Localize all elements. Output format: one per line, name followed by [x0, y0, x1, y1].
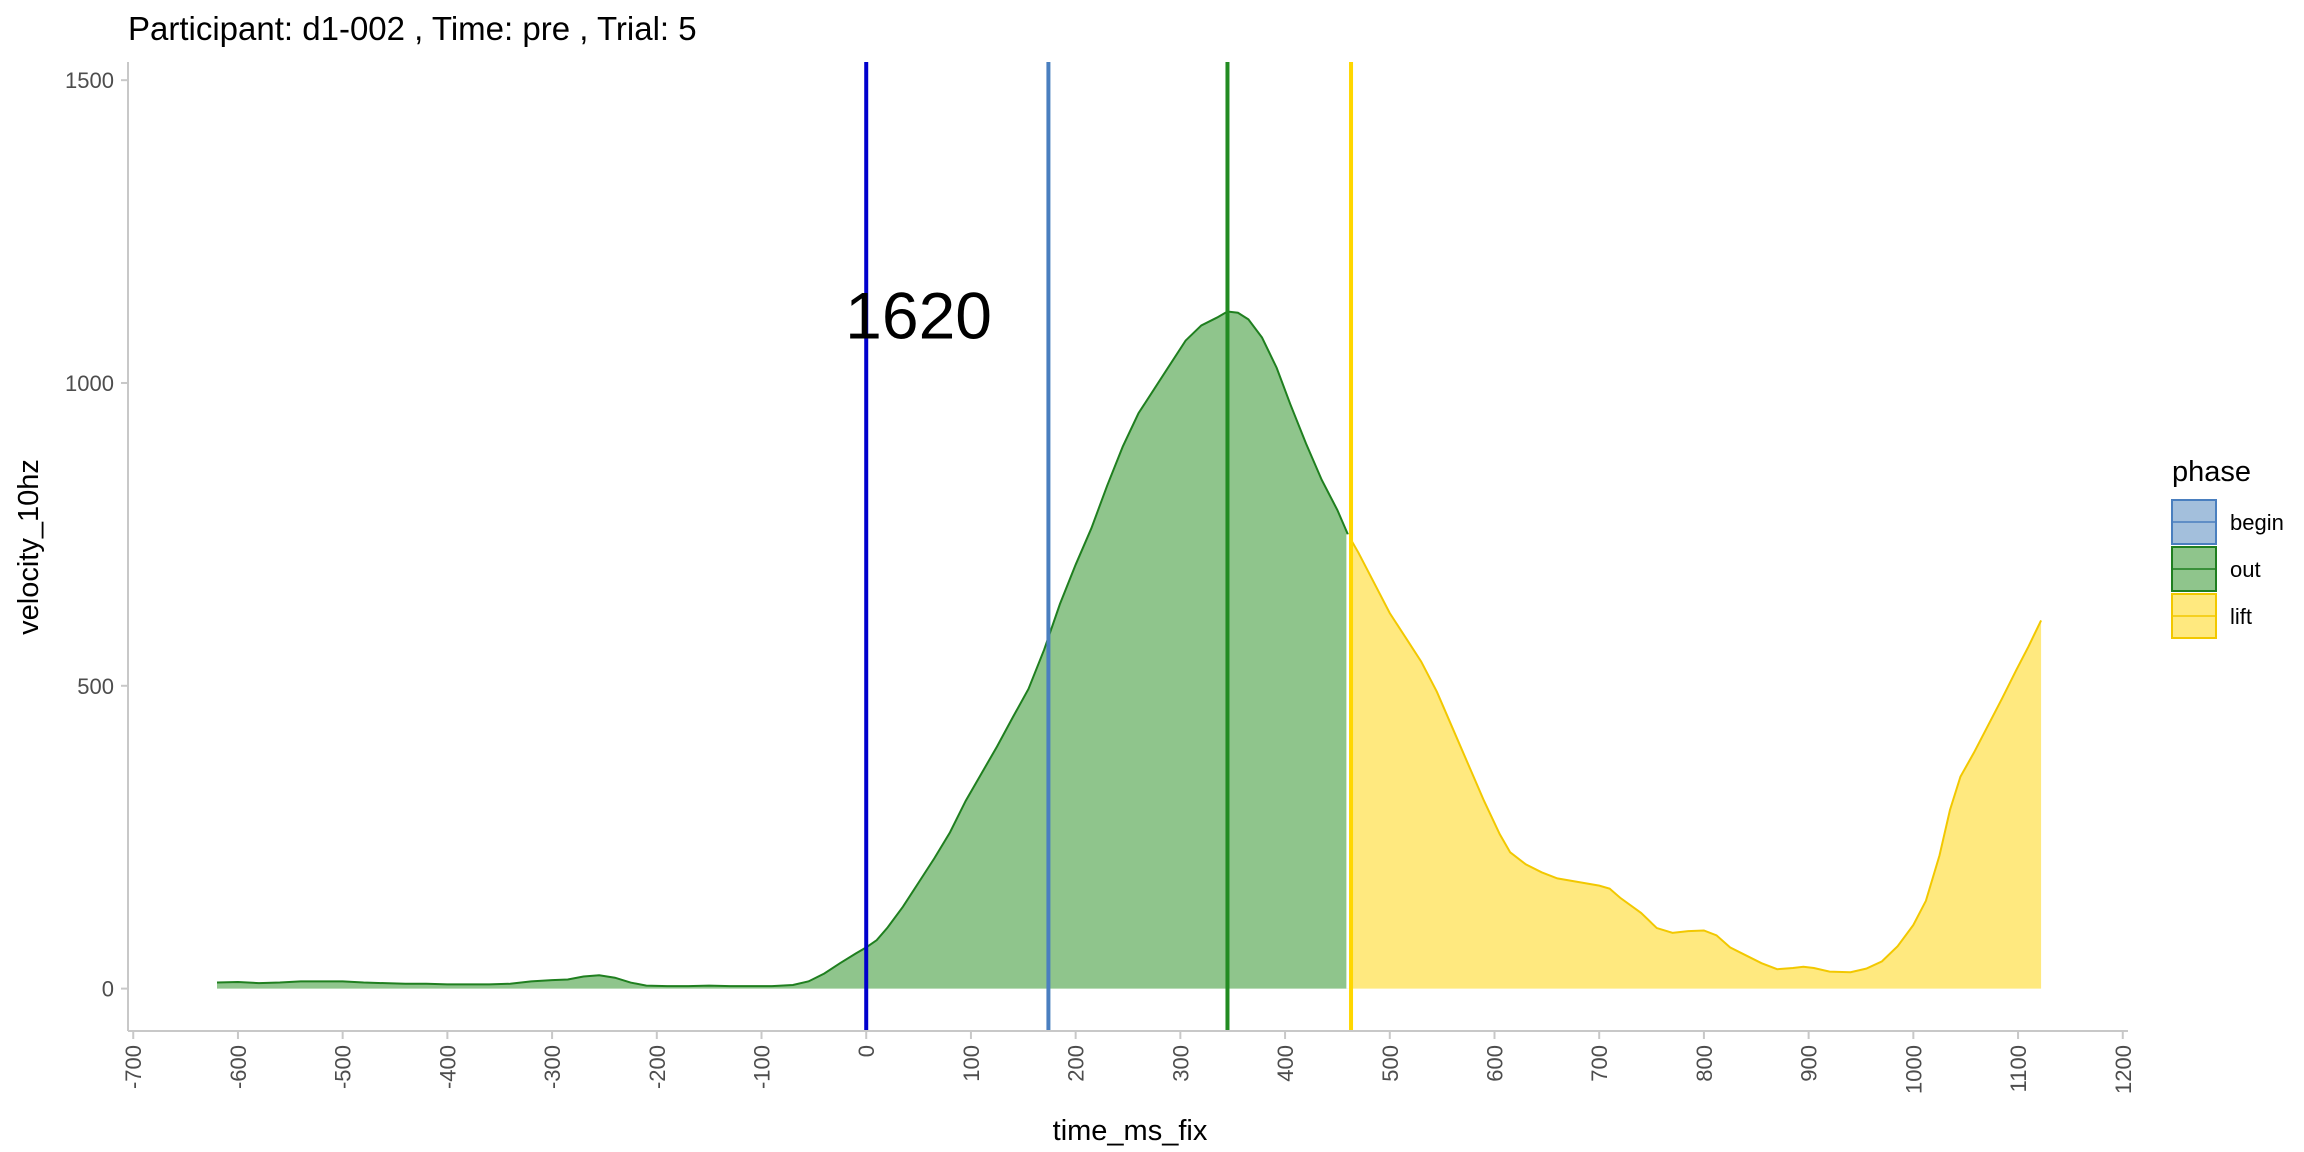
area-series-group [216, 310, 2042, 989]
y-axis-title: velocity_10hz [13, 459, 45, 635]
x-tick-label: 200 [1064, 1045, 1089, 1082]
legend-label-lift: lift [2230, 604, 2252, 629]
area-outline-out [216, 310, 1349, 988]
x-tick-label: -100 [750, 1045, 775, 1089]
annotation-label: 1620 [845, 278, 992, 352]
x-tick-label: 1200 [2111, 1045, 2136, 1094]
x-tick-label: 400 [1273, 1045, 1298, 1082]
chart-title: Participant: d1-002 , Time: pre , Trial:… [128, 10, 697, 47]
x-tick-label: 500 [1378, 1045, 1403, 1082]
area-outline-lift [1347, 533, 2042, 974]
vertical-markers-group [864, 62, 1354, 1031]
x-axis-ticks: -700 -600 -500 -400 -300 -200 -100 0 100 200 300 40… [121, 1031, 2136, 1094]
legend-label-out: out [2230, 557, 2261, 582]
x-tick-label: -400 [435, 1045, 460, 1089]
x-tick-label: 700 [1587, 1045, 1612, 1082]
y-tick-label: 1500 [65, 68, 114, 93]
area-lift [1347, 534, 2042, 989]
legend-label-begin: begin [2230, 510, 2284, 535]
plot-area: 1620 [216, 62, 2042, 1031]
x-tick-label: 800 [1692, 1045, 1717, 1082]
x-axis-title: time_ms_fix [1053, 1115, 1208, 1147]
x-tick-label: 300 [1168, 1045, 1193, 1082]
legend-title: phase [2172, 456, 2251, 488]
legend: phase begin out lift [2171, 456, 2284, 639]
y-tick-label: 0 [102, 977, 114, 1002]
x-tick-label: -700 [121, 1045, 146, 1089]
x-tick-label: 100 [959, 1045, 984, 1082]
legend-items: begin out lift [2171, 499, 2284, 639]
x-tick-label: 600 [1482, 1045, 1507, 1082]
x-tick-label: -500 [331, 1045, 356, 1089]
x-tick-label: 900 [1797, 1045, 1822, 1082]
x-tick-label: 1000 [1901, 1045, 1926, 1094]
y-axis-ticks: 0 500 1000 1500 [65, 68, 128, 1002]
y-tick-label: 500 [77, 674, 114, 699]
y-tick-label: 1000 [65, 371, 114, 396]
x-tick-label: -600 [226, 1045, 251, 1089]
x-tick-label: 0 [854, 1045, 879, 1057]
x-tick-label: -300 [540, 1045, 565, 1089]
area-out [217, 311, 1348, 989]
x-tick-label: 1100 [2006, 1045, 2031, 1092]
x-tick-label: -200 [645, 1045, 670, 1089]
